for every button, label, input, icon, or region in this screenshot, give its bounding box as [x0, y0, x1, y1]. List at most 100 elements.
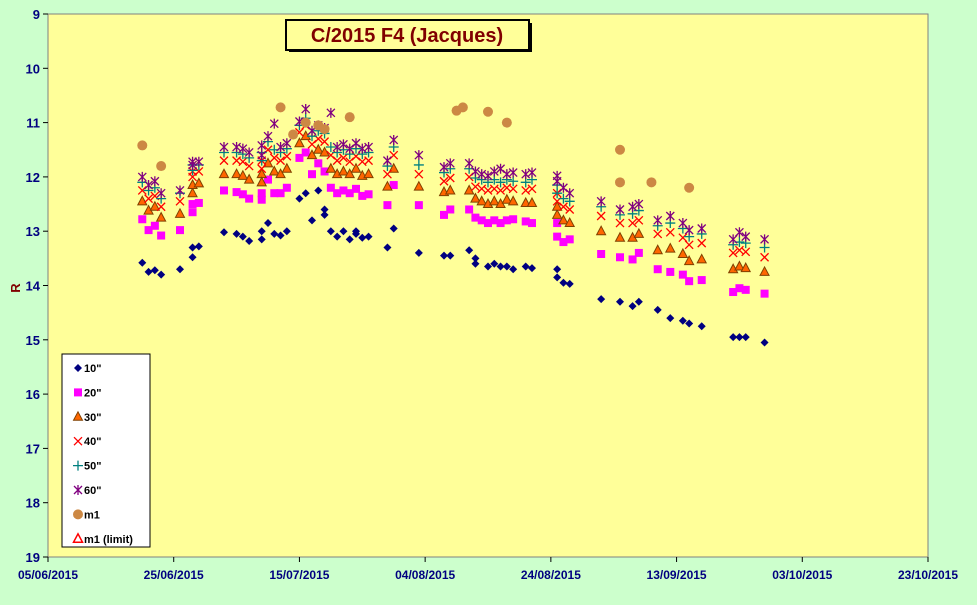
- y-tick-label: 9: [33, 7, 40, 22]
- data-point: [257, 195, 266, 204]
- data-point: [439, 162, 449, 173]
- data-point: [553, 273, 562, 282]
- data-point: [156, 188, 166, 199]
- data-point: [496, 262, 505, 271]
- data-point: [339, 227, 348, 236]
- data-point: [138, 258, 147, 267]
- data-point: [295, 194, 304, 203]
- data-point: [306, 149, 318, 160]
- data-point: [276, 189, 285, 198]
- data-point: [364, 232, 373, 241]
- y-axis: 9 10 11 12 13 14 15 16 17 18 19: [26, 7, 48, 565]
- data-point: [616, 253, 624, 262]
- data-point: [176, 265, 184, 274]
- data-point: [684, 182, 695, 193]
- y-tick-label: 16: [26, 387, 40, 402]
- data-point: [144, 194, 154, 204]
- data-point: [389, 224, 398, 233]
- data-point: [565, 235, 574, 244]
- data-point: [308, 216, 316, 225]
- data-point: [614, 231, 626, 242]
- data-point: [237, 169, 249, 180]
- data-point: [551, 200, 563, 211]
- data-point: [332, 156, 342, 166]
- legend-marker: [73, 460, 83, 471]
- data-point: [697, 322, 706, 331]
- data-point: [471, 213, 480, 222]
- data-point: [559, 238, 568, 247]
- data-point: [495, 177, 506, 188]
- data-point: [457, 102, 468, 113]
- data-point: [465, 205, 474, 214]
- data-point: [439, 176, 449, 186]
- data-point: [257, 227, 266, 236]
- data-point: [685, 319, 694, 328]
- data-point: [194, 242, 203, 251]
- data-point: [339, 186, 348, 195]
- data-point: [332, 142, 342, 153]
- data-point: [314, 159, 323, 168]
- data-point: [383, 201, 392, 210]
- data-point: [326, 183, 335, 192]
- data-point: [275, 102, 286, 113]
- data-point: [734, 260, 745, 271]
- data-point: [388, 162, 400, 173]
- data-point: [188, 156, 198, 167]
- data-point: [175, 196, 185, 206]
- data-point: [502, 262, 511, 271]
- data-point: [345, 189, 354, 198]
- data-point: [352, 227, 360, 236]
- data-point: [489, 166, 499, 177]
- legend-marker: [74, 388, 82, 397]
- data-point: [735, 284, 744, 293]
- data-point: [553, 219, 562, 228]
- data-point: [174, 207, 186, 218]
- data-point: [509, 265, 518, 274]
- x-axis: 05/06/2015 25/06/2015 15/07/2015 04/08/2015…: [18, 557, 958, 582]
- data-point: [477, 216, 486, 225]
- data-point: [301, 104, 311, 115]
- data-point: [666, 314, 675, 323]
- data-point: [464, 158, 474, 169]
- x-tick-label: 04/08/2015: [395, 568, 455, 582]
- data-point: [735, 333, 744, 342]
- series-0: [138, 186, 769, 347]
- data-point: [666, 267, 675, 276]
- data-point: [138, 215, 147, 224]
- data-point: [615, 204, 625, 215]
- data-point: [507, 195, 519, 206]
- data-point: [653, 229, 663, 239]
- data-point: [319, 124, 330, 135]
- data-point: [244, 147, 254, 158]
- data-point: [697, 238, 707, 248]
- data-point: [269, 118, 279, 129]
- data-point: [508, 176, 519, 187]
- data-point: [445, 173, 455, 183]
- data-point: [320, 205, 329, 214]
- data-point: [597, 250, 606, 259]
- data-point: [446, 205, 455, 214]
- data-point: [558, 214, 569, 225]
- legend-label: 20": [84, 387, 101, 399]
- data-point: [344, 112, 355, 123]
- data-point: [325, 142, 336, 153]
- y-tick-label: 15: [26, 333, 40, 348]
- data-point: [634, 215, 644, 225]
- data-point: [281, 162, 293, 173]
- data-point: [270, 229, 279, 238]
- data-point: [565, 205, 575, 214]
- y-axis-title: R: [8, 283, 23, 293]
- data-point: [665, 227, 675, 237]
- series-6: [137, 102, 695, 193]
- data-point: [257, 140, 267, 151]
- legend-label: m1: [84, 509, 100, 521]
- data-point: [231, 168, 242, 179]
- data-point: [232, 188, 241, 197]
- data-point: [628, 255, 637, 264]
- data-point: [270, 189, 279, 198]
- data-point: [526, 196, 538, 207]
- data-point: [463, 184, 475, 195]
- data-point: [444, 184, 456, 195]
- data-point: [155, 211, 167, 222]
